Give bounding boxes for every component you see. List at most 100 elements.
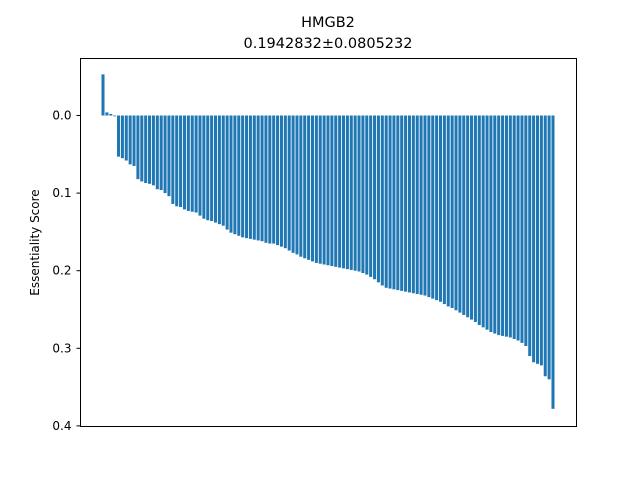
chart-title: HMGB2: [301, 15, 355, 31]
bar: [148, 115, 152, 184]
bar: [186, 115, 190, 211]
bar: [427, 115, 431, 298]
bar: [140, 115, 144, 182]
bar: [334, 115, 338, 267]
bar: [225, 115, 229, 230]
y-axis-ticks: 0.0 0.1 0.2 0.3 0.4: [52, 109, 81, 433]
bar: [318, 115, 322, 264]
bar: [508, 115, 512, 338]
bar: [252, 115, 256, 240]
bar: [144, 115, 148, 184]
bar: [473, 115, 477, 322]
bar: [113, 115, 117, 117]
bar: [435, 115, 439, 301]
bar: [551, 115, 555, 409]
bar: [512, 115, 516, 339]
bar: [470, 115, 474, 320]
bar: [283, 115, 287, 249]
bar: [299, 115, 303, 257]
bar: [330, 115, 334, 267]
bar: [353, 115, 357, 271]
bar: [136, 115, 140, 180]
bar: [307, 115, 311, 260]
bar: [493, 115, 497, 334]
bar: [206, 115, 210, 221]
bar: [466, 115, 470, 318]
bar: [124, 115, 128, 161]
bar: [287, 115, 291, 251]
bar: [256, 115, 260, 241]
bar: [151, 115, 155, 186]
bar: [109, 113, 113, 116]
bar: [175, 115, 179, 207]
bar: [373, 115, 377, 280]
bar: [535, 115, 539, 364]
bar: [539, 115, 543, 366]
bar: [411, 115, 415, 294]
bar: [415, 115, 419, 294]
bar: [342, 115, 346, 269]
bar: [190, 115, 194, 212]
y-tick-label: 0.4: [52, 419, 71, 433]
bar: [229, 115, 233, 233]
y-tick-label: 0.1: [52, 186, 71, 200]
bar: [179, 115, 183, 208]
bar: [477, 115, 481, 326]
bar: [423, 115, 427, 296]
bar: [198, 115, 202, 216]
bar: [520, 115, 524, 343]
bar: [322, 115, 326, 265]
bar: [489, 115, 493, 333]
bar: [279, 115, 283, 247]
bar: [303, 115, 307, 259]
bar: [132, 115, 136, 166]
chart-subtitle: 0.1942832±0.0805232: [244, 36, 413, 52]
bar: [128, 115, 132, 165]
bar: [105, 112, 109, 116]
bar: [295, 115, 299, 255]
bar: [248, 115, 252, 239]
bar: [504, 115, 508, 337]
bar: [380, 115, 384, 286]
bar: [365, 115, 369, 275]
bar: [268, 115, 272, 244]
bar: [532, 115, 536, 363]
bar: [357, 115, 361, 272]
bar: [159, 115, 163, 190]
bar: [245, 115, 249, 239]
bar: [338, 115, 342, 268]
bar: [524, 115, 528, 346]
bar: [314, 115, 318, 263]
bar: [485, 115, 489, 330]
bar: [388, 115, 392, 289]
bar: [349, 115, 353, 270]
bar: [438, 115, 443, 302]
bar: [213, 115, 218, 223]
bar: [345, 115, 349, 270]
bar: [264, 115, 268, 243]
bar: [194, 115, 198, 213]
bar: [221, 115, 225, 226]
bar: [516, 115, 520, 341]
bar: [163, 115, 167, 194]
bar: [392, 115, 396, 290]
bar: [431, 115, 435, 299]
bar: [450, 115, 454, 308]
bar: [291, 115, 295, 253]
bar: [462, 115, 466, 315]
bar: [376, 115, 380, 283]
bar: [272, 115, 276, 244]
y-axis-label: Essentiality Score: [28, 189, 42, 295]
bar: [217, 115, 221, 225]
bar: [210, 115, 214, 222]
bar: [117, 115, 121, 157]
bar: [528, 115, 532, 357]
bar: [407, 115, 411, 293]
bar: [155, 115, 159, 190]
bar: [501, 115, 505, 336]
bar: [384, 115, 388, 288]
y-tick-label: 0.2: [52, 264, 71, 278]
bar: [120, 115, 124, 159]
y-tick-label: 0.3: [52, 341, 71, 355]
